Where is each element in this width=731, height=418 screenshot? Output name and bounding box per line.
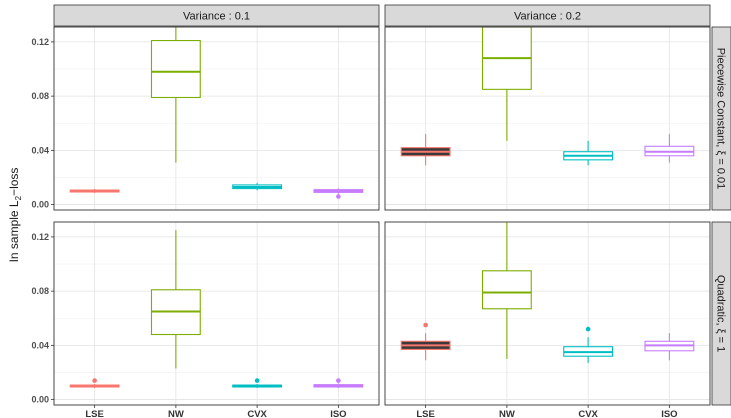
column-strip-label: Variance : 0.1: [183, 11, 250, 23]
box-iso: [644, 333, 695, 361]
box-body: [150, 40, 201, 99]
box-lse: [69, 378, 120, 389]
panel-background: [385, 222, 710, 405]
box-iso: [313, 378, 364, 389]
y-tick-label: 0.08: [31, 286, 49, 296]
panel-r0-c1: [384, 26, 711, 211]
y-tick-label: 0.00: [31, 395, 49, 405]
box-cvx: [563, 140, 614, 166]
row-strip-label: Piecewise Constant, ξ = 0.01: [715, 48, 727, 190]
outlier-point: [92, 378, 97, 383]
outlier-point: [254, 378, 260, 383]
box-iso: [644, 134, 695, 163]
x-tick-label: CVX: [578, 409, 598, 418]
box-lse: [69, 188, 120, 194]
panels-layer: Variance : 0.1 Variance : 0.2 Piecewise Co…: [31, 4, 731, 418]
box-iso: [313, 188, 364, 199]
column-strip: [384, 4, 711, 27]
y-tick-label: 0.04: [31, 145, 49, 155]
y-tick-label: 0.04: [31, 340, 49, 350]
box-body: [481, 270, 532, 310]
y-tick-label: 0.00: [31, 200, 49, 210]
box-group: [400, 27, 695, 166]
box-group: [69, 230, 364, 389]
box-lse: [400, 134, 451, 166]
box-group: [69, 27, 364, 199]
box-nw: [481, 222, 532, 359]
x-tick-label: LSE: [85, 409, 103, 418]
x-tick-label: NW: [499, 409, 515, 418]
box-lse: [400, 322, 451, 361]
row-strip: [711, 221, 731, 406]
panel-border: [384, 26, 711, 211]
box-cvx: [563, 326, 614, 363]
box-nw: [481, 27, 532, 141]
outlier-point: [423, 322, 428, 328]
panel-r1-c1: LSE NW CVX ISO: [384, 221, 711, 418]
outlier-point: [336, 378, 341, 383]
panel-r0-c0: 0.00 0.04 0.08 0.12: [31, 26, 380, 211]
x-tick-label: ISO: [661, 409, 677, 418]
column-strip-label: Variance : 0.2: [514, 11, 581, 23]
row-strip: [711, 26, 731, 211]
row-strip-label: Quadratic, ξ = 1: [715, 275, 727, 352]
x-tick-label: NW: [168, 409, 184, 418]
x-tick-label: CVX: [247, 409, 267, 418]
y-tick-label: 0.08: [31, 91, 49, 101]
box-nw: [150, 230, 201, 369]
box-group: [400, 222, 695, 363]
panel-border: [53, 221, 380, 406]
outlier-point: [585, 326, 591, 332]
x-tick-label: ISO: [330, 409, 346, 418]
panel-background: [385, 27, 710, 210]
y-axis-title: In sample L2−loss: [7, 168, 23, 263]
panel-background: [54, 27, 379, 210]
box-cvx: [232, 378, 283, 389]
box-nw: [150, 27, 201, 163]
panel-border: [384, 221, 711, 406]
x-tick-label: LSE: [416, 409, 434, 418]
box-cvx: [232, 182, 283, 191]
column-strip: [53, 4, 380, 27]
outlier-point: [336, 194, 341, 199]
panel-background: [54, 222, 379, 405]
y-tick-label: 0.12: [31, 232, 49, 242]
panel-border: [53, 26, 380, 211]
y-tick-label: 0.12: [31, 37, 49, 47]
panel-r1-c0: 0.00 0.04 0.08 0.12 LSE NW CVX ISO: [31, 221, 380, 418]
